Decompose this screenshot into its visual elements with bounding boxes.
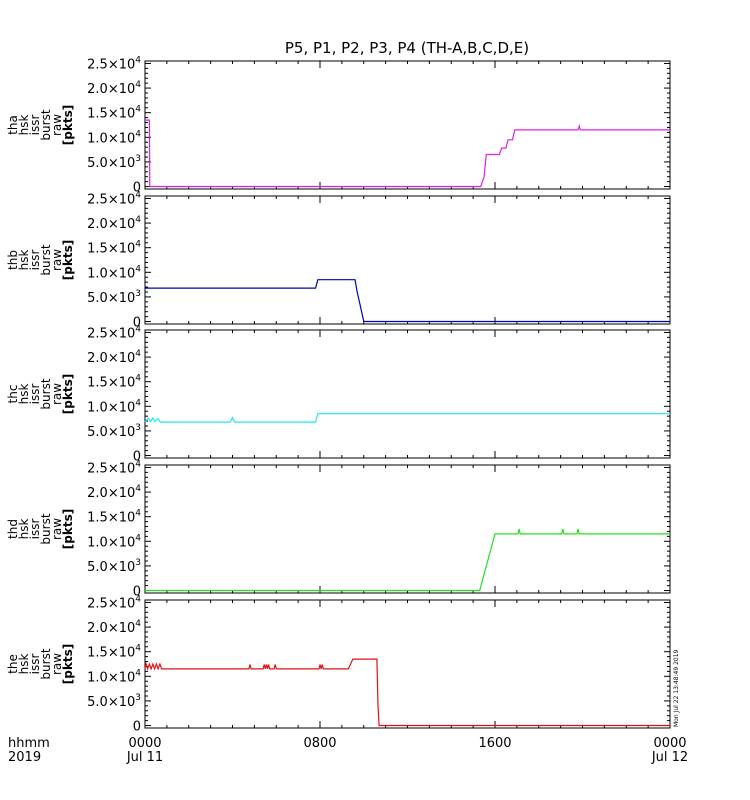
y-axis-label-line: the <box>6 654 20 674</box>
y-tick-label: 5.0×103 <box>87 558 141 575</box>
y-tick-label: 5.0×103 <box>87 693 141 710</box>
y-axis-label-line: issr <box>28 115 42 136</box>
y-tick-label: 0 <box>133 450 141 465</box>
panel-tha: 0 5.0×103 1.0×104 1.5×104 2.0×104 2.5×104 thah… <box>6 55 671 196</box>
y-axis-label-line: issr <box>28 250 42 271</box>
x-tick-date-label: Jul 12 <box>651 750 688 765</box>
series-line-thb <box>145 279 670 323</box>
panel-thd: 0 5.0×103 1.0×104 1.5×104 2.0×104 2.5×104 thdh… <box>6 459 671 600</box>
y-axis-label-line: tha <box>6 115 20 135</box>
y-axis-label-line: issr <box>28 654 42 675</box>
y-tick-label: 2.0×104 <box>87 80 141 97</box>
series-line-the <box>144 658 670 727</box>
y-tick-label: 0 <box>133 585 141 600</box>
y-axis-label-line: raw <box>50 114 64 136</box>
x-tick-label: 0000 <box>128 736 161 751</box>
y-tick-label: 1.5×104 <box>87 644 141 661</box>
y-axis-label-line: burst <box>39 513 53 544</box>
y-axis-label-line: hsk <box>17 519 31 540</box>
y-tick-label: 1.0×104 <box>87 129 141 146</box>
y-axis-label-line: raw <box>50 383 64 405</box>
y-axis-label-line: [pkts] <box>61 509 75 549</box>
y-tick-label: 0 <box>133 720 141 735</box>
panel-frame <box>144 60 671 190</box>
y-axis-label-line: thb <box>6 250 20 270</box>
series-line-thd <box>145 528 670 592</box>
y-axis-label-line: [pkts] <box>61 240 75 280</box>
x-axis-label-line: 2019 <box>8 750 41 765</box>
panel-frame <box>144 329 671 459</box>
y-tick-label: 5.0×103 <box>87 154 141 171</box>
y-axis-label-line: hsk <box>17 250 31 271</box>
y-tick-label: 2.5×104 <box>87 55 141 72</box>
y-tick-label: 2.0×104 <box>87 215 141 232</box>
y-axis-label-line: burst <box>39 244 53 275</box>
y-axis-label-line: issr <box>28 384 42 405</box>
panel-frame <box>144 464 671 594</box>
y-tick-label: 2.0×104 <box>87 349 141 366</box>
y-tick-label: 1.0×104 <box>87 264 141 281</box>
y-tick-label: 1.5×104 <box>87 240 141 257</box>
panel-the: 0 5.0×103 1.0×104 1.5×104 2.0×104 2.5×104 theh… <box>6 594 671 735</box>
panels-group: 05.0×1031.0×1041.5×1042.0×1042.5×104thah… <box>6 55 671 735</box>
panel-thc: 0 5.0×103 1.0×104 1.5×104 2.0×104 2.5×104 thch… <box>6 324 671 465</box>
x-tick-label: 0800 <box>303 736 336 751</box>
y-axis-label-line: [pkts] <box>61 644 75 684</box>
plot-title: P5, P1, P2, P3, P4 (TH-A,B,C,D,E) <box>285 39 529 57</box>
y-tick-label: 2.5×104 <box>87 324 141 341</box>
y-tick-label: 1.0×104 <box>87 533 141 550</box>
y-axis-label-line: raw <box>50 653 64 675</box>
y-axis-label-line: burst <box>39 109 53 140</box>
y-axis-label-line: raw <box>50 518 64 540</box>
y-tick-label: 2.5×104 <box>87 459 141 476</box>
y-tick-label: 1.5×104 <box>87 509 141 526</box>
series-line-tha <box>145 119 670 188</box>
y-tick-label: 5.0×103 <box>87 423 141 440</box>
panel-thb: 0 5.0×103 1.0×104 1.5×104 2.0×104 2.5×104 thbh… <box>6 190 671 331</box>
panel-frame <box>144 599 671 729</box>
y-tick-label: 1.0×104 <box>87 398 141 415</box>
x-tick-label: 0000 <box>653 736 686 751</box>
timestamp-stamp: Mon Jul 22 13:48:49 2019 <box>673 649 680 727</box>
y-axis-label-line: burst <box>39 648 53 679</box>
y-tick-label: 1.5×104 <box>87 105 141 122</box>
y-axis-label-line: hsk <box>17 115 31 136</box>
series-line-thc <box>144 413 670 423</box>
y-tick-label: 1.0×104 <box>87 668 141 685</box>
y-tick-label: 0 <box>133 181 141 196</box>
panel-frame <box>144 195 671 325</box>
x-tick-label: 1600 <box>478 736 511 751</box>
y-axis-label-line: hsk <box>17 654 31 675</box>
y-tick-label: 2.5×104 <box>87 594 141 611</box>
y-tick-label: 2.5×104 <box>87 190 141 207</box>
y-tick-label: 1.5×104 <box>87 374 141 391</box>
y-tick-label: 2.0×104 <box>87 619 141 636</box>
y-axis-label-line: [pkts] <box>61 105 75 145</box>
y-axis-label-line: thd <box>6 519 20 539</box>
y-axis-label-line: burst <box>39 378 53 409</box>
y-axis-label-line: [pkts] <box>61 374 75 414</box>
y-axis-label-line: raw <box>50 249 64 271</box>
y-tick-label: 2.0×104 <box>87 484 141 501</box>
y-axis-label-line: issr <box>28 519 42 540</box>
y-axis-label-line: hsk <box>17 384 31 405</box>
y-axis-label-line: thc <box>6 385 20 404</box>
y-tick-label: 0 <box>133 316 141 331</box>
y-tick-label: 5.0×103 <box>87 289 141 306</box>
x-tick-date-label: Jul 11 <box>126 750 163 765</box>
x-axis-label-line: hhmm <box>8 736 50 751</box>
